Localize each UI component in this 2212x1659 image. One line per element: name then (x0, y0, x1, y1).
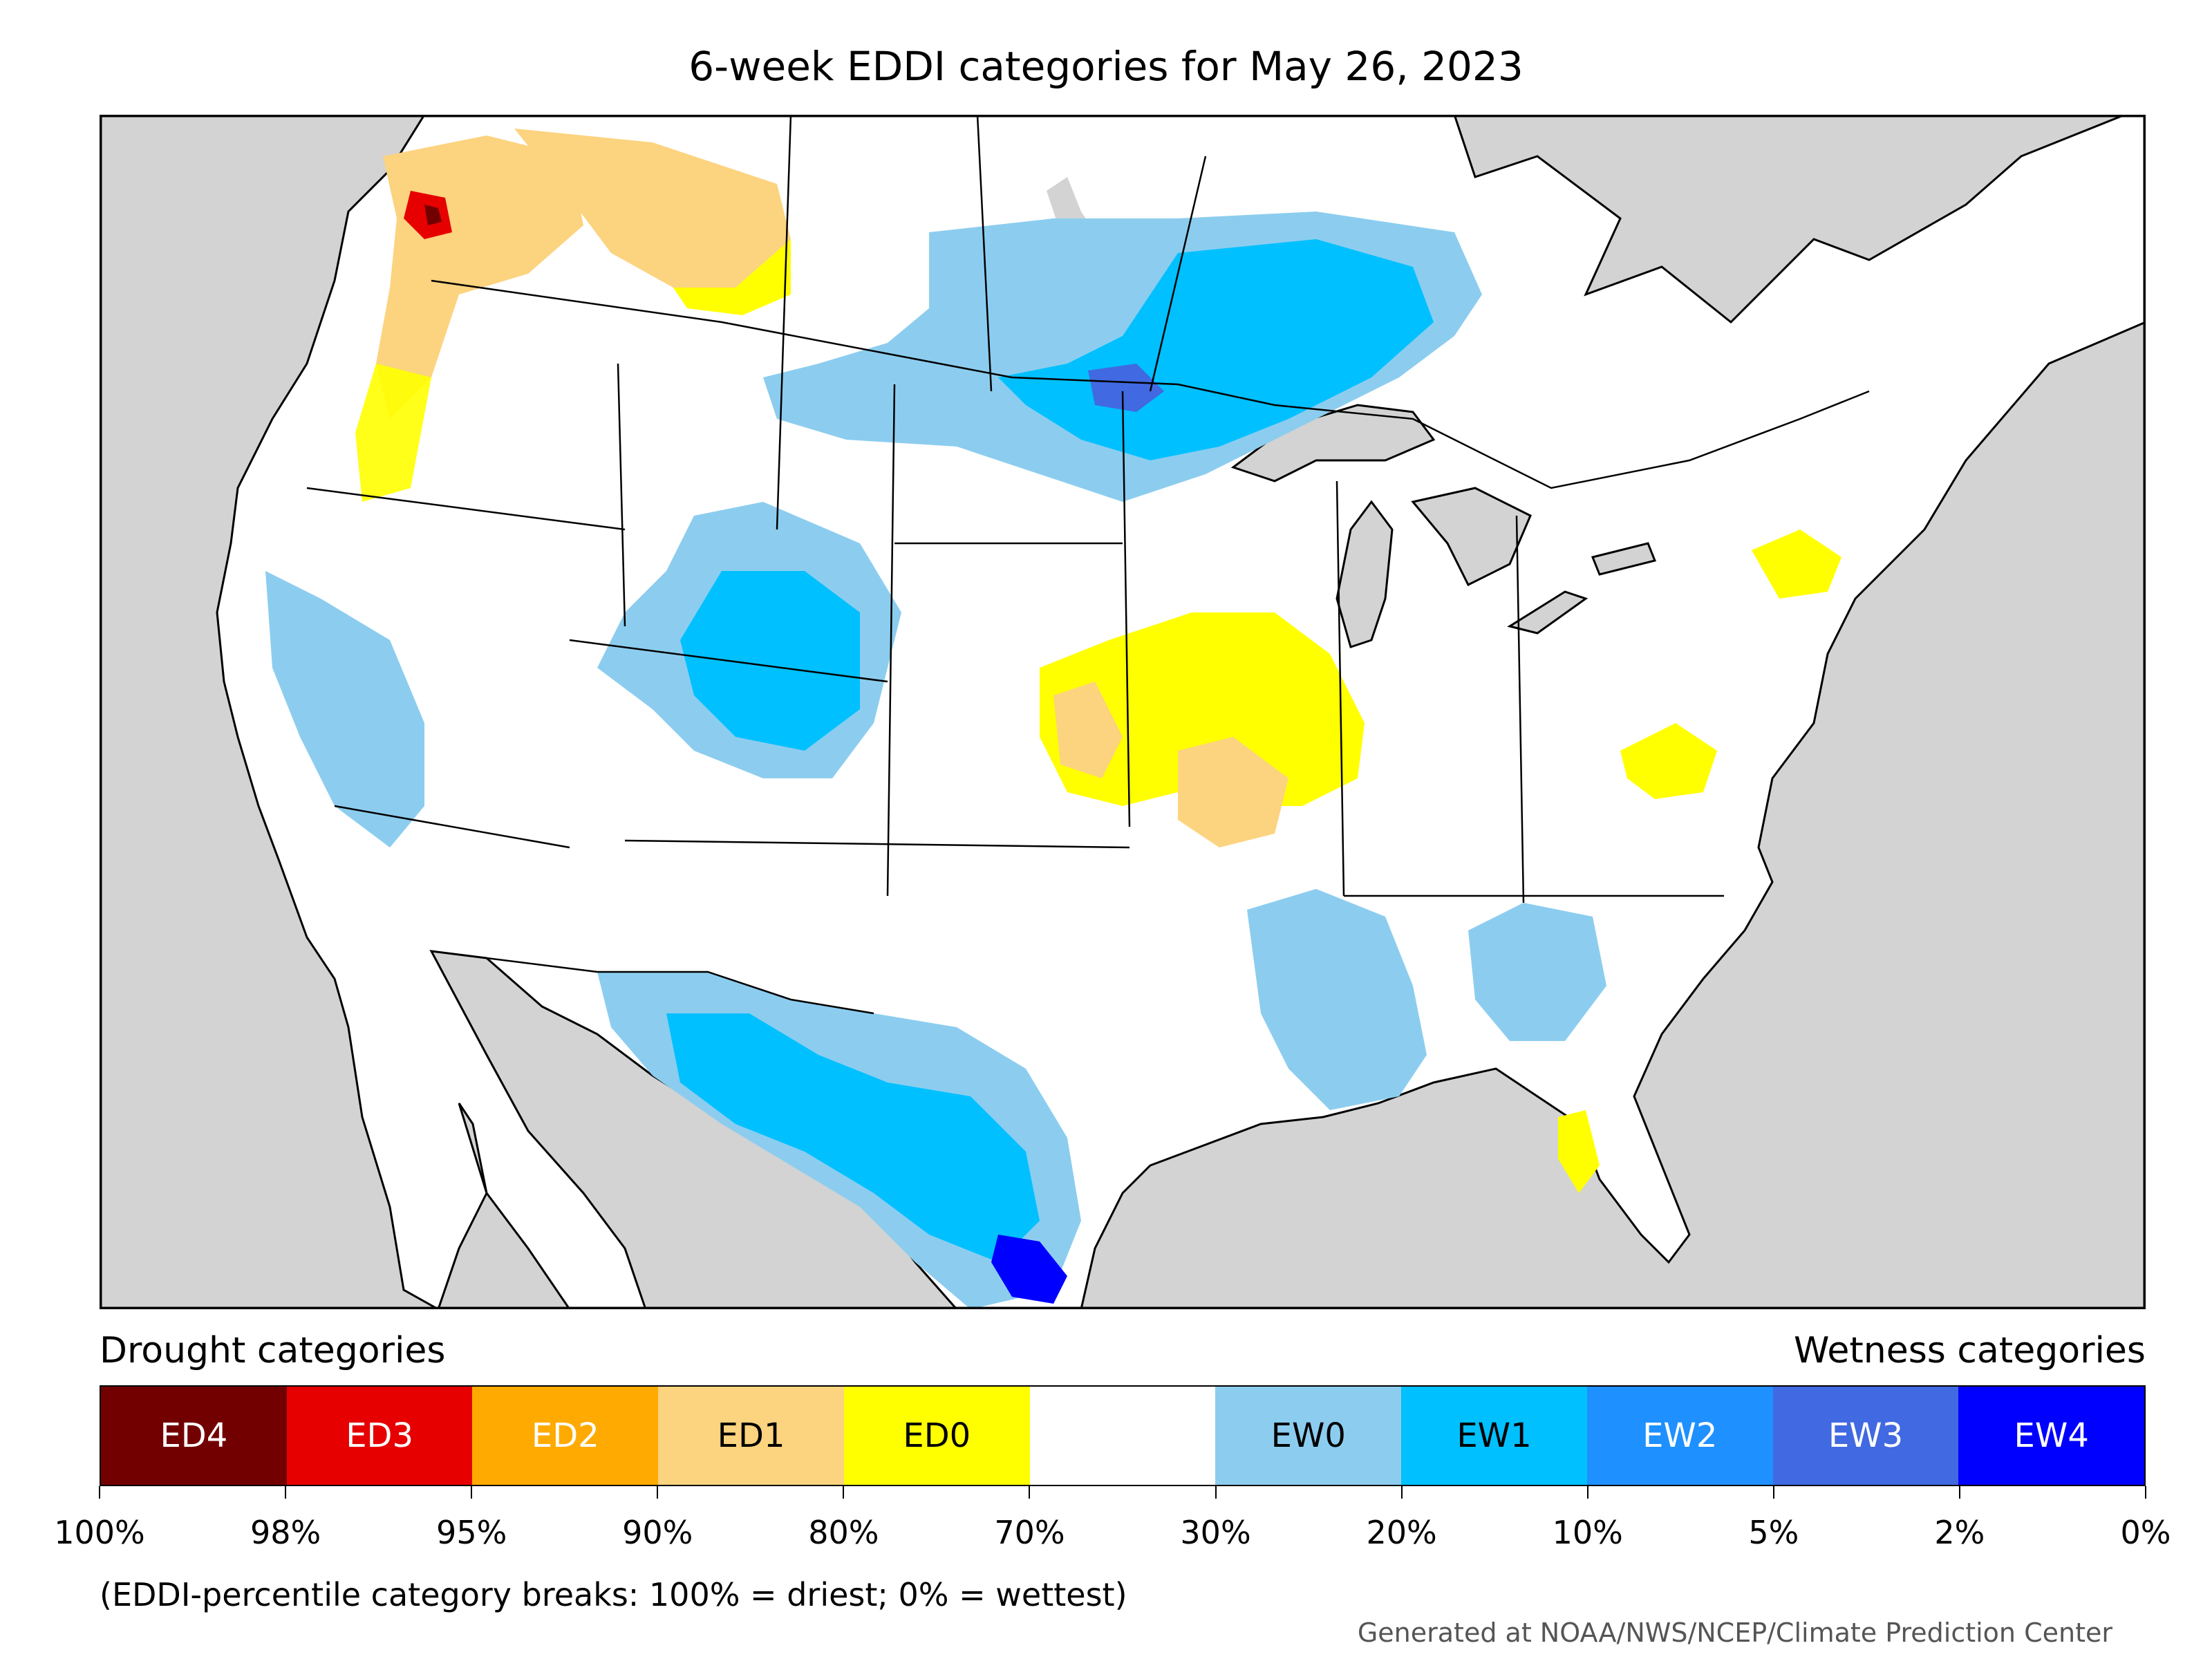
state-border-4 (1335, 480, 1345, 897)
colorbar-tick (843, 1486, 845, 1499)
region-southeast-ew0 (1247, 889, 1427, 1110)
region-prairie-ew2 (1088, 364, 1164, 412)
colorbar-tick-label: 0% (2120, 1514, 2171, 1551)
noaa-credit: Generated at NOAA/NWS/NCEP/Climate Predi… (1357, 1618, 2112, 1648)
eddi-map (100, 115, 2146, 1309)
state-border-7 (624, 839, 1130, 849)
us-mexico-border (431, 950, 874, 1015)
region-washington-ed0 (355, 364, 431, 502)
region-florida-ed0 (1558, 1110, 1600, 1193)
colorbar-tick-label: 90% (622, 1514, 693, 1551)
colorbar-tick (1772, 1486, 1774, 1499)
state-border-1 (617, 363, 626, 627)
colorbar-tick (657, 1486, 659, 1499)
state-border-13 (306, 487, 626, 531)
region-missouri-ed1 (1178, 737, 1288, 847)
colorbar-tick-label: 98% (250, 1514, 321, 1551)
colorbar-segment-ew1: EW1 (1401, 1387, 1587, 1485)
colorbar-tick (471, 1486, 473, 1499)
region-texas-ew1 (666, 1013, 1040, 1262)
lake-huron (1411, 487, 1532, 587)
colorbar-tick-label: 30% (1180, 1514, 1251, 1551)
colorbar-segment-ew4: EW4 (1958, 1387, 2145, 1485)
region-new-england-ed0 (1752, 529, 1841, 599)
region-south-texas-ew4 (991, 1235, 1067, 1304)
us-canada-border (431, 279, 1870, 489)
lake-ontario (1591, 542, 1657, 576)
colorbar-tick (1586, 1486, 1588, 1499)
colorbar-segment-ed3: ED3 (286, 1387, 473, 1485)
colorbar-tick-label: 100% (54, 1514, 145, 1551)
lake-erie (1507, 590, 1588, 635)
state-border-11 (976, 115, 993, 392)
colorbar-segment-ed4: ED4 (101, 1387, 287, 1485)
region-california-ew0 (265, 571, 424, 847)
colorbar-segment-ew2: EW2 (1586, 1387, 1773, 1485)
state-border-10 (776, 115, 792, 530)
category-regions (265, 129, 1841, 1309)
drought-categories-heading: Drought categories (100, 1330, 446, 1371)
state-border-5 (1515, 515, 1525, 903)
colorbar-tick-label: 95% (436, 1514, 507, 1551)
region-georgia-ew0 (1468, 903, 1606, 1041)
colorbar-segment-ed1: ED1 (658, 1387, 844, 1485)
region-washington-ed4 (424, 205, 442, 225)
colorbar-tick (1958, 1486, 1960, 1499)
map-title: 6-week EDDI categories for May 26, 2023 (688, 43, 1524, 90)
colorbar-tick (1215, 1486, 1217, 1499)
colorbar-segment-normal (1029, 1387, 1216, 1485)
colorbar-tick (285, 1486, 287, 1499)
region-kansas-ed1 (1053, 682, 1123, 778)
colorbar-tick (99, 1486, 100, 1499)
region-midwest-ed0 (1040, 612, 1365, 806)
region-alberta-ed0 (673, 239, 791, 315)
region-colorado-ew1 (680, 571, 860, 751)
colorbar-tick (1400, 1486, 1403, 1499)
colorbar-segment-ed0: ED0 (843, 1387, 1030, 1485)
colorbar-tick (1029, 1486, 1031, 1499)
percentile-footnote: (EDDI-percentile category breaks: 100% =… (100, 1576, 1127, 1613)
state-border-2 (886, 384, 896, 897)
colorbar-segment-ed2: ED2 (472, 1387, 659, 1485)
colorbar-tick-label: 20% (1366, 1514, 1437, 1551)
state-border-12 (1149, 156, 1207, 392)
political-borders (306, 115, 1870, 1015)
state-border-6 (569, 639, 888, 683)
wetness-categories-heading: Wetness categories (1794, 1330, 2146, 1371)
region-virginia-ed0 (1620, 723, 1717, 799)
state-border-14 (334, 805, 570, 849)
colorbar-tick (2145, 1486, 2146, 1499)
category-colorbar: ED4 ED3 ED2 ED1 ED0 EW0 EW1 EW2 EW3 EW4 (100, 1385, 2146, 1486)
colorbar-tick-label: 2% (1934, 1514, 1985, 1551)
colorbar-segment-ew0: EW0 (1215, 1387, 1402, 1485)
region-alberta-drought (514, 129, 791, 288)
map-frame (100, 115, 2146, 1309)
colorbar-tick-label: 70% (994, 1514, 1065, 1551)
colorbar-tick-label: 10% (1552, 1514, 1623, 1551)
state-border-3 (1121, 391, 1131, 827)
colorbar-segment-ew3: EW3 (1772, 1387, 1959, 1485)
colorbar-tick-label: 80% (808, 1514, 879, 1551)
colorbar-tick-label: 5% (1748, 1514, 1799, 1551)
